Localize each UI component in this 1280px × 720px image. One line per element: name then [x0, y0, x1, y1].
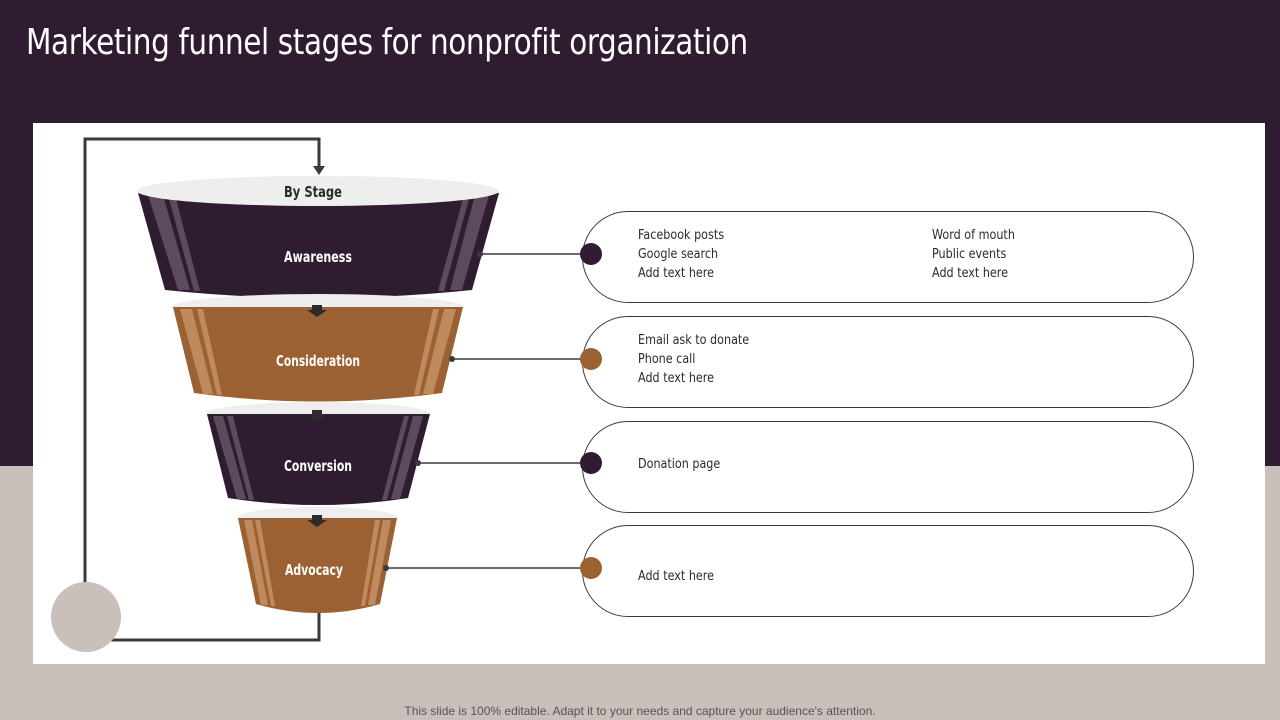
list-item: Google search: [638, 247, 719, 262]
stage-label-awareness: Awareness: [284, 248, 352, 266]
down-arrow-icon: [307, 305, 327, 317]
list-item: Facebook posts: [638, 228, 725, 243]
stage-label-advocacy: Advocacy: [285, 561, 343, 579]
decorative-circle: [51, 582, 121, 652]
list-item: Add text here: [932, 266, 1009, 281]
list-item: Add text here: [638, 569, 715, 584]
connector-awareness: [477, 251, 584, 257]
funnel-top-label: By Stage: [284, 183, 342, 201]
detail-list-left: Facebook posts Google search Add text he…: [638, 226, 724, 283]
funnel-top-rim: [137, 176, 499, 206]
list-item: Donation page: [638, 457, 721, 472]
detail-list-left: Add text here: [638, 567, 714, 586]
detail-pill-awareness: Facebook posts Google search Add text he…: [582, 211, 1194, 303]
funnel-stage-advocacy: Advocacy: [238, 507, 398, 613]
stage-label-consideration: Consideration: [276, 352, 360, 370]
connector-consideration: [449, 356, 584, 362]
detail-list-right: Word of mouth Public events Add text her…: [932, 226, 1015, 283]
list-item: Word of mouth: [932, 228, 1015, 243]
detail-list-left: Donation page: [638, 455, 720, 474]
down-arrow-icon: [307, 515, 327, 527]
detail-pill-conversion: Donation page: [582, 421, 1194, 513]
detail-pill-advocacy: Add text here: [582, 525, 1194, 617]
footer-note: This slide is 100% editable. Adapt it to…: [404, 704, 876, 718]
page-title: Marketing funnel stages for nonprofit or…: [26, 22, 748, 63]
funnel-stage-awareness: By Stage Awareness: [137, 176, 499, 298]
down-arrow-icon: [307, 410, 327, 422]
funnel-stage-consideration: Consideration: [172, 294, 464, 402]
connector-advocacy: [383, 565, 584, 571]
list-item: Email ask to donate: [638, 333, 750, 348]
detail-pill-consideration: Email ask to donate Phone call Add text …: [582, 316, 1194, 408]
list-item: Public events: [932, 247, 1007, 262]
list-item: Phone call: [638, 352, 696, 367]
list-item: Add text here: [638, 371, 715, 386]
detail-list-left: Email ask to donate Phone call Add text …: [638, 331, 749, 388]
stage-label-conversion: Conversion: [284, 457, 352, 475]
loop-connector: [83, 137, 321, 642]
list-item: Add text here: [638, 266, 715, 281]
loop-arrowhead: [313, 166, 325, 175]
connector-conversion: [415, 460, 584, 466]
